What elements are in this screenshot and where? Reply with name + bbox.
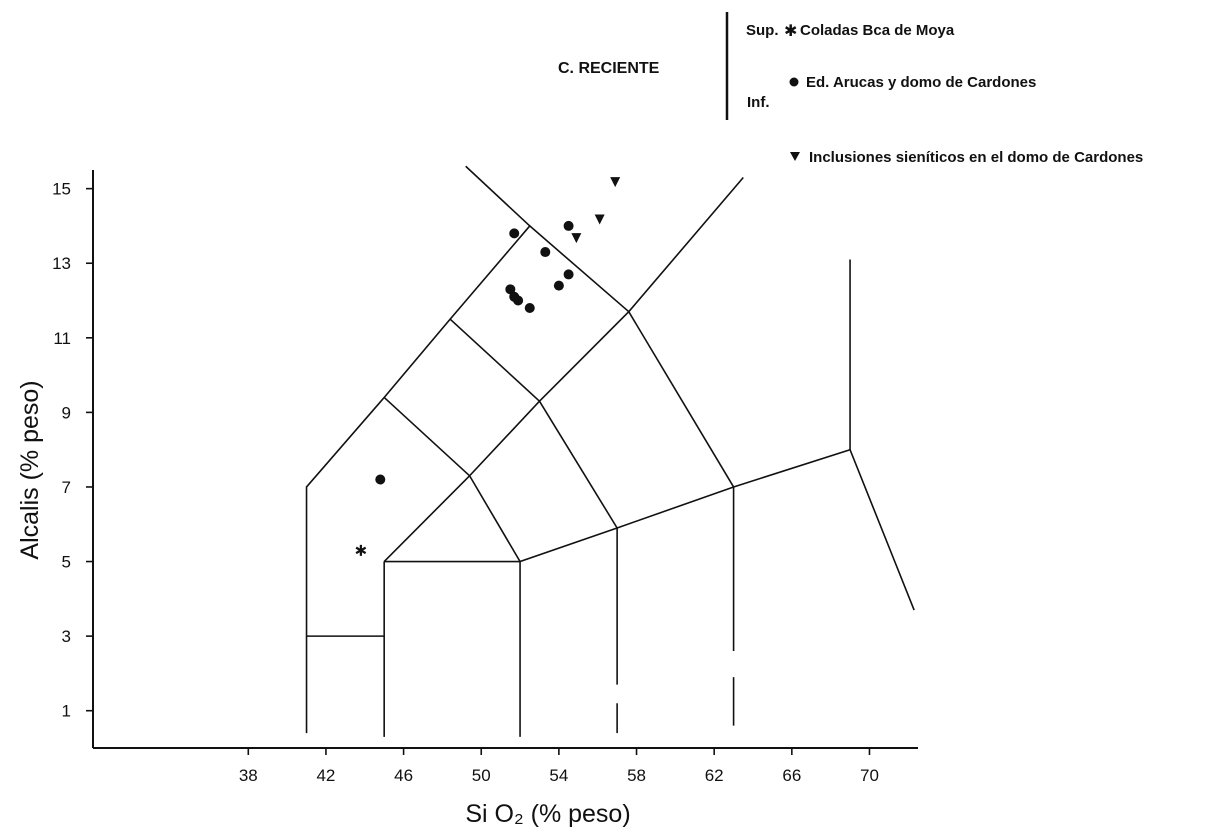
legend-marker-asterisk: ✱ — [784, 21, 797, 40]
classification-field-boundaries — [305, 165, 915, 737]
legend-entry-3: Inclusiones sieníticos en el domo de Car… — [790, 149, 1143, 166]
y-tick-label: 3 — [62, 627, 71, 646]
field-tephrite-diagonal — [383, 475, 471, 563]
y-axis-title: Alcalis (% peso) — [16, 380, 44, 559]
legend-label-2: Ed. Arucas y domo de Cardones — [806, 74, 1036, 91]
legend-sup-label: Sup. — [746, 22, 779, 39]
legend-marker-triangle — [790, 152, 800, 161]
y-tick-label: 13 — [52, 254, 71, 273]
data-point-circle — [505, 284, 516, 295]
legend-group-label: C. RECIENTE — [558, 60, 660, 77]
field-phonotephrite-boundary — [383, 176, 744, 477]
field-tephriphonolite-boundary — [449, 318, 541, 402]
legend: C. RECIENTE Sup. Inf. ✱ Coladas Bca de M… — [558, 12, 1143, 166]
y-tick-label: 15 — [52, 180, 71, 199]
data-point-triangle — [594, 214, 605, 225]
data-point-asterisk — [355, 544, 367, 556]
data-point-circle — [553, 280, 564, 291]
field-upper-left — [465, 165, 531, 227]
legend-inf-label: Inf. — [747, 94, 770, 111]
x-tick-label: 70 — [860, 766, 879, 785]
data-point-circle — [563, 220, 574, 231]
data-point-circle — [513, 295, 524, 306]
field-trachyandesite-boundary — [538, 400, 618, 529]
y-tick-label: 5 — [62, 553, 71, 572]
data-point-circle — [563, 269, 574, 280]
legend-label-3: Inclusiones sieníticos en el domo de Car… — [809, 149, 1143, 166]
x-axis-title: Si O₂ (% peso) — [465, 800, 630, 828]
x-tick-label: 38 — [239, 766, 258, 785]
data-point-circle — [375, 474, 386, 485]
field-trachybasalt-boundary — [468, 448, 915, 611]
x-tick-label: 62 — [705, 766, 724, 785]
y-tick-label: 11 — [53, 329, 71, 348]
legend-entry-2: Ed. Arucas y domo de Cardones — [789, 74, 1036, 91]
x-tick-label: 54 — [549, 766, 568, 785]
data-points — [355, 177, 621, 556]
y-tick-label: 7 — [62, 478, 71, 497]
x-tick-label: 50 — [472, 766, 491, 785]
field-outline-basanite — [305, 224, 630, 734]
x-tick-label: 46 — [394, 766, 413, 785]
legend-entry-1: ✱ Coladas Bca de Moya — [784, 21, 955, 40]
x-axis-ticks: 38 42 46 50 54 58 62 66 70 — [239, 748, 879, 785]
x-tick-label: 58 — [627, 766, 646, 785]
field-trachyte-boundary — [628, 311, 735, 488]
legend-label-1: Coladas Bca de Moya — [800, 22, 955, 39]
x-tick-label: 42 — [316, 766, 335, 785]
legend-marker-circle — [789, 77, 799, 87]
y-tick-label: 9 — [62, 403, 71, 422]
x-tick-label: 66 — [782, 766, 801, 785]
data-point-circle — [524, 302, 535, 313]
data-point-circle — [509, 228, 520, 239]
chart-axes — [92, 170, 918, 749]
data-point-triangle — [610, 177, 621, 188]
data-point-circle — [540, 247, 551, 258]
data-point-triangle — [571, 233, 582, 244]
y-tick-label: 1 — [62, 702, 71, 721]
